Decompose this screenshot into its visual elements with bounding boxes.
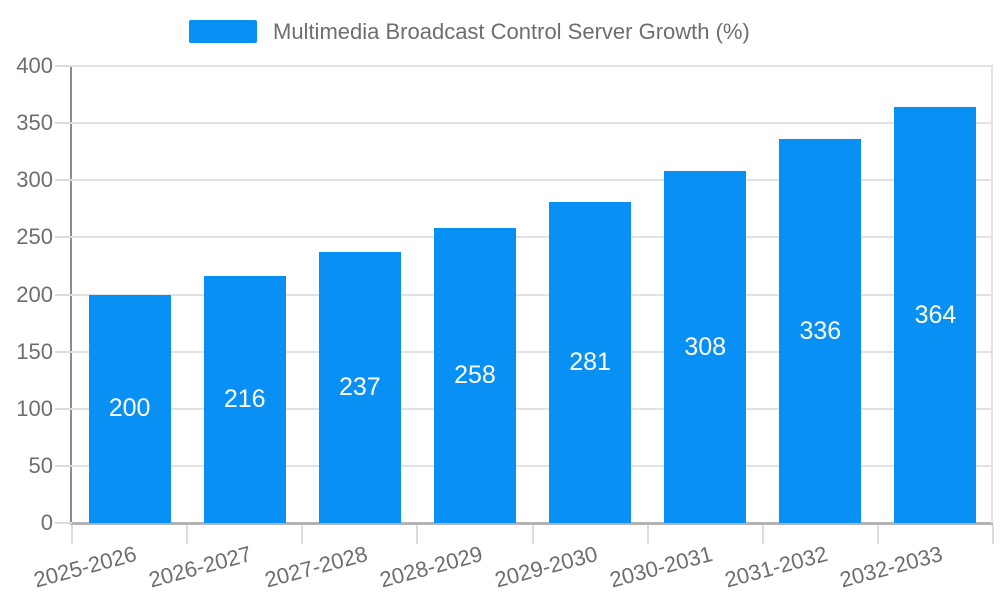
x-tick — [876, 525, 879, 544]
bar-value-label: 216 — [223, 385, 266, 414]
x-axis-label: 2026-2027 — [146, 541, 255, 593]
bar: 216 — [203, 276, 286, 523]
y-tick-label: 50 — [28, 452, 53, 478]
bar: 200 — [88, 294, 171, 523]
y-tick-label: 0 — [40, 510, 53, 535]
y-tick-label: 200 — [16, 281, 53, 307]
bar-value-label: 281 — [569, 347, 611, 376]
x-tick — [186, 525, 189, 544]
y-tick — [55, 122, 72, 125]
bar-value-label: 237 — [338, 373, 381, 402]
bar: 281 — [549, 201, 632, 523]
y-gridline — [72, 65, 993, 67]
x-tick — [531, 525, 534, 544]
x-axis-label: 2025-2026 — [31, 541, 140, 593]
y-tick-label: 250 — [16, 224, 53, 250]
y-tick — [55, 407, 72, 410]
y-tick-label: 100 — [16, 395, 53, 421]
y-tick — [55, 350, 72, 353]
x-axis-label: 2031-2032 — [722, 541, 831, 593]
bar: 258 — [433, 228, 516, 523]
bar: 308 — [664, 171, 747, 523]
y-gridline — [72, 464, 993, 467]
x-tick — [416, 525, 419, 544]
legend-swatch-icon[interactable] — [189, 20, 257, 43]
y-tick — [55, 293, 72, 296]
bar: 336 — [779, 139, 862, 523]
y-gridline — [72, 179, 993, 182]
x-axis-label: 2028-2029 — [376, 541, 485, 593]
bar-value-label: 308 — [684, 332, 727, 361]
y-gridline — [72, 293, 993, 296]
y-tick-label: 400 — [16, 53, 53, 78]
x-tick — [761, 525, 764, 544]
bar-value-label: 364 — [914, 300, 957, 329]
y-gridline — [72, 350, 993, 353]
bar-value-label: 258 — [454, 361, 496, 390]
x-axis-line — [70, 522, 993, 525]
legend-label[interactable]: Multimedia Broadcast Control Server Grow… — [273, 19, 750, 44]
bar-value-label: 336 — [799, 316, 842, 345]
bar: 237 — [318, 252, 401, 523]
x-tick — [992, 525, 994, 544]
x-axis-label: 2027-2028 — [261, 541, 370, 593]
x-tick — [301, 525, 304, 544]
y-axis-line — [70, 66, 72, 525]
bar-value-label: 200 — [108, 394, 151, 423]
y-tick-label: 300 — [16, 167, 53, 193]
y-gridline — [72, 122, 993, 125]
legend[interactable]: Multimedia Broadcast Control Server Grow… — [189, 20, 750, 43]
plot-right-border — [991, 66, 993, 523]
y-tick — [55, 464, 72, 467]
y-tick — [55, 522, 72, 524]
y-tick — [55, 65, 72, 67]
x-axis-label: 2032-2033 — [837, 541, 946, 593]
x-axis-label: 2029-2030 — [491, 541, 601, 593]
y-tick — [55, 179, 72, 182]
bar: 364 — [894, 107, 977, 523]
y-gridline — [72, 236, 993, 239]
y-tick — [55, 236, 72, 239]
x-axis-label: 2030-2031 — [607, 541, 716, 593]
y-tick-label: 350 — [16, 110, 53, 136]
y-tick-label: 150 — [16, 338, 53, 364]
x-tick — [71, 525, 73, 544]
y-gridline — [72, 407, 993, 410]
x-tick — [646, 525, 649, 544]
